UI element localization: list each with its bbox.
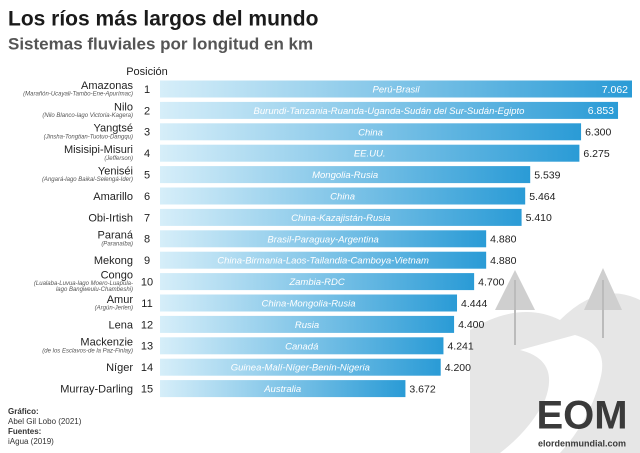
river-name: Amur [107,294,134,306]
value-label: 7.062 [602,84,628,96]
bar-country: Mongolia-Rusia [312,170,378,181]
river-name: Nilo [114,101,133,113]
value-label: 6.853 [588,105,614,117]
bar [160,208,522,226]
bar [160,358,441,376]
river-name: Paraná [98,230,134,242]
position: 12 [141,319,153,331]
river-name: Murray-Darling [60,384,133,396]
value-label: 4.400 [458,319,484,331]
bar-country: EE.UU. [354,149,386,160]
bar-country: Zambia-RDC [288,277,345,288]
bar [160,187,526,205]
position: 9 [144,255,150,267]
footer-text: Abel Gil Lobo (2021) [8,417,82,426]
value-label: 4.444 [461,298,487,310]
value-label: 6.300 [585,127,611,139]
value-label: 3.672 [409,383,435,395]
bar [160,101,619,119]
river-system: (Paranaíba) [101,241,133,247]
river-system: (Argún-Jerlen) [95,306,133,312]
river-system: (Marañón-Ucayali-Tambo-Ene-Apurímac) [23,92,133,98]
river-name: Lena [109,319,134,331]
bar-country: Australia [263,384,301,395]
bar [160,337,444,355]
bar-country: China-Mongolia-Rusia [262,299,356,310]
bar [160,166,531,184]
value-label: 5.410 [526,212,552,224]
position: 3 [144,127,150,139]
river-name: Yangtsé [93,123,133,135]
position: 1 [144,84,150,96]
river-name: Yeniséi [98,166,133,178]
value-label: 4.880 [490,255,516,267]
bar-country: China [330,192,355,203]
position: 2 [144,105,150,117]
river-name: Misisipi-Misuri [64,144,133,156]
value-label: 4.241 [447,341,473,353]
position: 7 [144,212,150,224]
river-system: (Jinsha-Tongtian-Tuotuo-Dangqu) [44,134,133,140]
bar-country: Guinea-Malí-Níger-Benín-Nigeria [231,363,370,374]
bar-country: China [358,127,383,138]
bar [160,251,487,269]
bar [160,123,582,141]
bar-country: Brasil-Paraguay-Argentina [267,234,378,245]
river-name: Amarillo [93,191,133,203]
value-label: 6.275 [583,148,609,160]
bar-country: China-Birmania-Laos-Tailandia-Camboya-Vi… [217,256,429,267]
bar [160,144,580,162]
bar-country: Perú-Brasil [373,85,421,96]
position: 5 [144,170,150,182]
value-label: 5.539 [534,169,560,181]
bar-country: Burundi-Tanzania-Ruanda-Uganda-Sudán del… [254,106,525,117]
river-name: Níger [106,362,133,374]
position: 10 [141,277,153,289]
river-illustration [470,268,640,453]
value-label: 4.200 [445,362,471,374]
position: 6 [144,191,150,203]
footer-label: Fuentes: [8,427,41,436]
river-system: lago Bangweulu-Chambeshi) [56,287,133,293]
river-system: (Nilo Blanco-lago Victoria-Kagera) [42,113,133,119]
bar-country: China-Kazajistán-Rusia [291,213,390,224]
river-system: (Angará-lago Baikal-Selengá-Ider) [42,177,133,183]
bar [160,315,455,333]
river-system: (Lualaba-Luvua-lago Moero-Luapula- [34,281,133,287]
value-label: 4.880 [490,234,516,246]
position: 4 [144,148,150,160]
river-name: Amazonas [81,80,133,92]
chart-title: Los ríos más largos del mundo [8,8,318,31]
logo-mark: EOM [536,394,627,438]
footer-text: iAgua (2019) [8,437,54,446]
position-header: Posición [126,66,168,78]
chart-subtitle: Sistemas fluviales por longitud en km [8,34,313,53]
value-label: 4.700 [478,276,504,288]
value-label: 5.464 [529,191,555,203]
position: 11 [141,298,152,310]
bar [160,230,487,248]
river-name: Mekong [94,255,133,267]
bar [160,294,458,312]
position: 8 [144,234,150,246]
bar [160,80,632,98]
river-system: (de los Esclavos-de la Paz-Finlay) [42,348,133,354]
bar-country: Rusia [295,320,319,331]
position: 13 [141,341,153,353]
river-name: Congo [101,270,133,282]
bar [160,380,406,398]
bar [160,273,475,291]
position: 15 [141,384,153,396]
footer-label: Gráfico: [8,407,39,416]
logo-site: elordenmundial.com [538,438,626,448]
river-name: Mackenzie [80,337,133,349]
river-system: (Jefferson) [104,156,133,162]
river-name: Obi-Irtish [88,212,133,224]
bar-country: Canadá [285,341,318,352]
position: 14 [141,362,153,374]
